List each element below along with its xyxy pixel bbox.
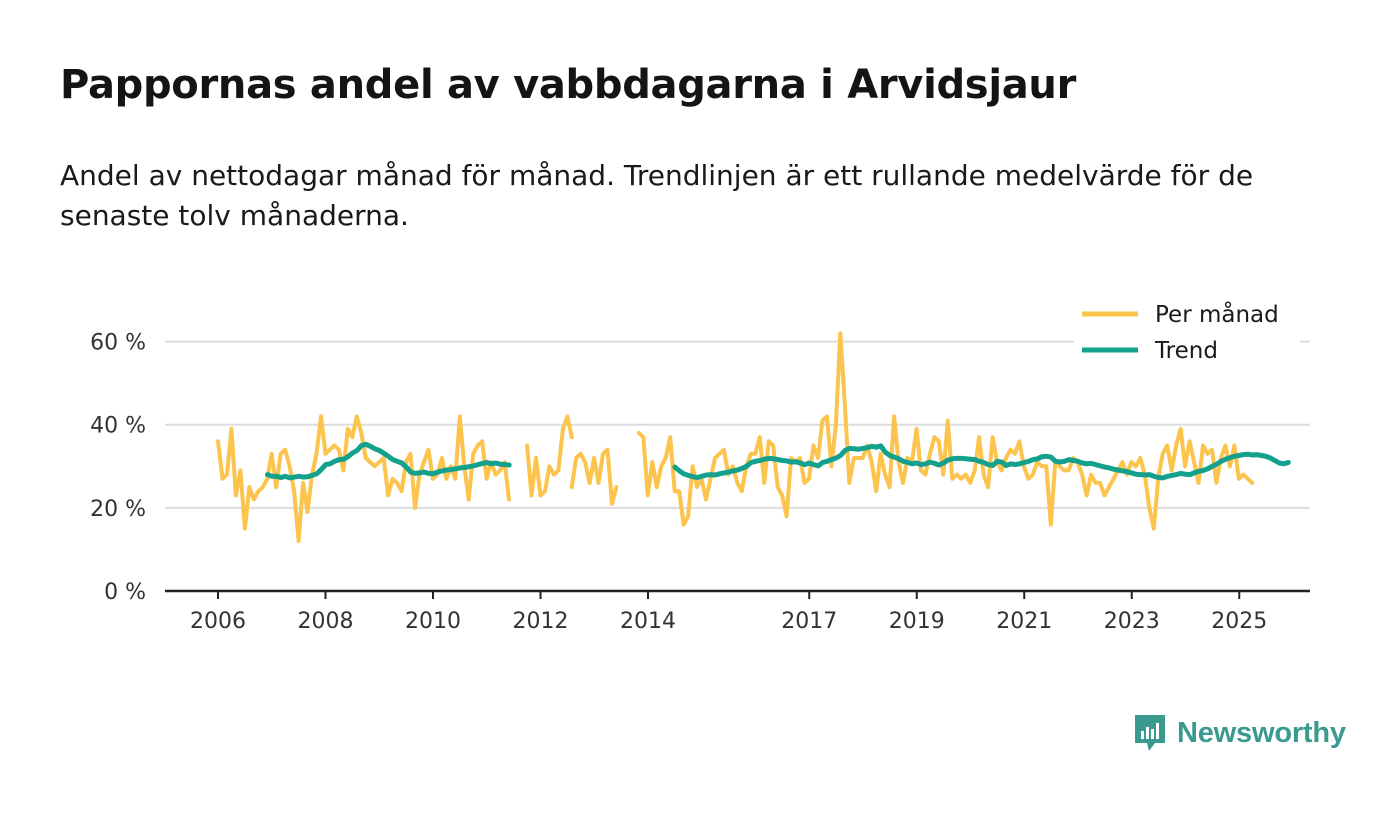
x-tick-label: 2021 bbox=[996, 609, 1052, 634]
chart-subtitle: Andel av nettodagar månad för månad. Tre… bbox=[60, 159, 1254, 232]
chart-title: Pappornas andel av vabbdagarna i Arvidsj… bbox=[60, 62, 1077, 108]
newsworthy-logo: Newsworthy bbox=[1133, 712, 1346, 754]
x-tick-label: 2017 bbox=[781, 609, 837, 634]
series-monthly-segment-1 bbox=[525, 414, 574, 498]
newsworthy-logo-icon bbox=[1135, 715, 1165, 751]
series-trend-segment-1 bbox=[672, 443, 1291, 481]
y-tick-label: 40 % bbox=[90, 414, 146, 439]
x-tick-label: 2006 bbox=[190, 609, 246, 634]
x-tick-label: 2010 bbox=[405, 609, 461, 634]
legend: Per månad Trend bbox=[1074, 296, 1300, 378]
series-monthly-segment-2 bbox=[569, 447, 619, 506]
x-tick-label: 2008 bbox=[298, 609, 354, 634]
legend-label-per-manad: Per månad bbox=[1155, 300, 1279, 328]
x-tick-label: 2023 bbox=[1104, 609, 1160, 634]
y-axis-ticks: 0 % 20 % 40 % 60 % bbox=[90, 331, 146, 605]
legend-background bbox=[1074, 296, 1300, 378]
y-tick-label: 0 % bbox=[104, 580, 146, 605]
series-lines bbox=[216, 331, 1291, 544]
x-tick-label: 2025 bbox=[1211, 609, 1267, 634]
x-tick-label: 2019 bbox=[889, 609, 945, 634]
legend-label-trend: Trend bbox=[1154, 338, 1218, 364]
series-trend-segment-0 bbox=[265, 441, 512, 481]
y-tick-label: 20 % bbox=[90, 497, 146, 522]
series-monthly-segment-3 bbox=[636, 331, 1255, 531]
brand-name: Newsworthy bbox=[1177, 716, 1346, 749]
x-tick-label: 2012 bbox=[513, 609, 569, 634]
x-tick-label: 2014 bbox=[620, 609, 676, 634]
x-axis-ticks: 2006 2008 2010 2012 2014 2017 2019 2021 2023 2025 bbox=[190, 591, 1267, 634]
series-monthly-segment-0 bbox=[216, 414, 511, 544]
grid-lines bbox=[165, 340, 1310, 593]
y-tick-label: 60 % bbox=[90, 331, 146, 356]
